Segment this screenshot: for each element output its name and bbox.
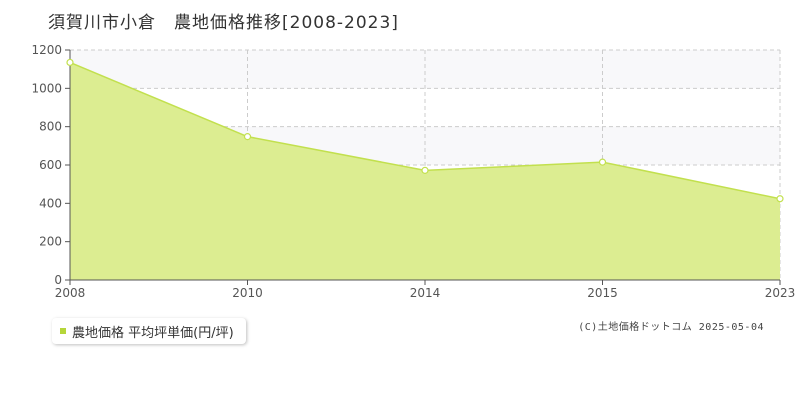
x-tick-label: 2014 (410, 286, 441, 300)
x-tick-label: 2008 (55, 286, 86, 300)
legend: 農地価格 平均坪単価(円/坪) (52, 318, 246, 344)
data-point (598, 158, 607, 166)
data-point (66, 58, 74, 67)
data-point (776, 195, 784, 203)
y-tick-label: 800 (39, 120, 62, 134)
x-tick-label: 2023 (765, 286, 796, 300)
y-tick-label: 600 (39, 158, 62, 172)
data-markers (66, 58, 784, 203)
y-tick-label: 1000 (31, 81, 62, 95)
data-point (243, 133, 252, 141)
x-tick-labels: 2008 2010 2014 2015 2023 (55, 286, 796, 300)
y-tick-label: 0 (54, 273, 62, 287)
legend-label: 農地価格 平均坪単価(円/坪) (72, 325, 234, 341)
chart-title: 須賀川市小倉 農地価格推移[2008-2023] (48, 13, 399, 33)
legend-swatch (60, 328, 66, 334)
data-point (421, 166, 429, 174)
y-tick-labels: 0 200 400 600 800 1000 1200 (31, 43, 62, 287)
x-tick-label: 2015 (587, 286, 618, 300)
axes (65, 49, 781, 285)
y-tick-label: 400 (39, 196, 62, 210)
y-tick-label: 200 (39, 235, 62, 249)
y-tick-label: 1200 (31, 43, 62, 57)
plot-band (70, 50, 780, 89)
x-tick-label: 2010 (232, 286, 263, 300)
copyright-text: (C)土地価格ドットコム 2025-05-04 (578, 322, 764, 333)
